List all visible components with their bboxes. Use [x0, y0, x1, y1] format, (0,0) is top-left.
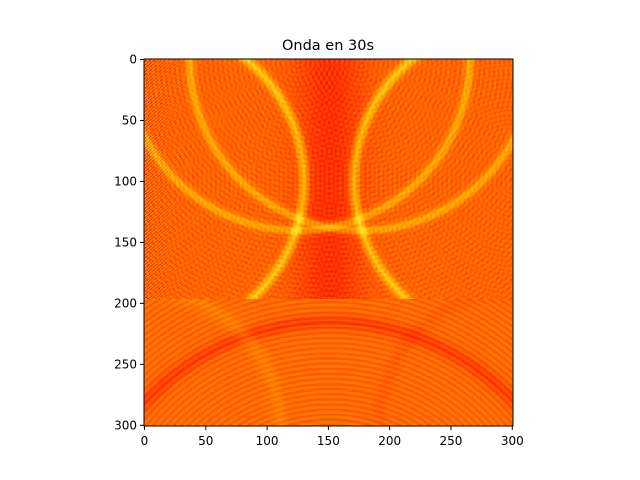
y-tick-label: 50: [122, 113, 137, 127]
x-tick-label: 150: [317, 434, 340, 448]
plot-area: [143, 58, 514, 427]
y-axis: 0 50 100 150 200 250 300: [114, 53, 144, 432]
y-tick-label: 100: [114, 174, 137, 188]
heatmap-image-wrapper: [144, 59, 513, 426]
x-tick-label: 50: [198, 434, 213, 448]
x-tick-label: 300: [501, 434, 524, 448]
y-tick-label: 300: [114, 418, 137, 432]
y-tick-label: 150: [114, 235, 137, 249]
x-tick-label: 100: [256, 434, 279, 448]
y-tick-label: 200: [114, 296, 137, 310]
x-tick-label: 250: [440, 434, 463, 448]
x-tick-label: 0: [141, 434, 149, 448]
chart-title: Onda en 30s: [282, 38, 374, 54]
y-tick-label: 0: [129, 53, 137, 67]
heatmap-image: [144, 59, 513, 426]
x-axis: 0 50 100 150 200 250 300: [141, 426, 524, 448]
x-tick-label: 200: [378, 434, 401, 448]
y-tick-label: 250: [114, 357, 137, 371]
